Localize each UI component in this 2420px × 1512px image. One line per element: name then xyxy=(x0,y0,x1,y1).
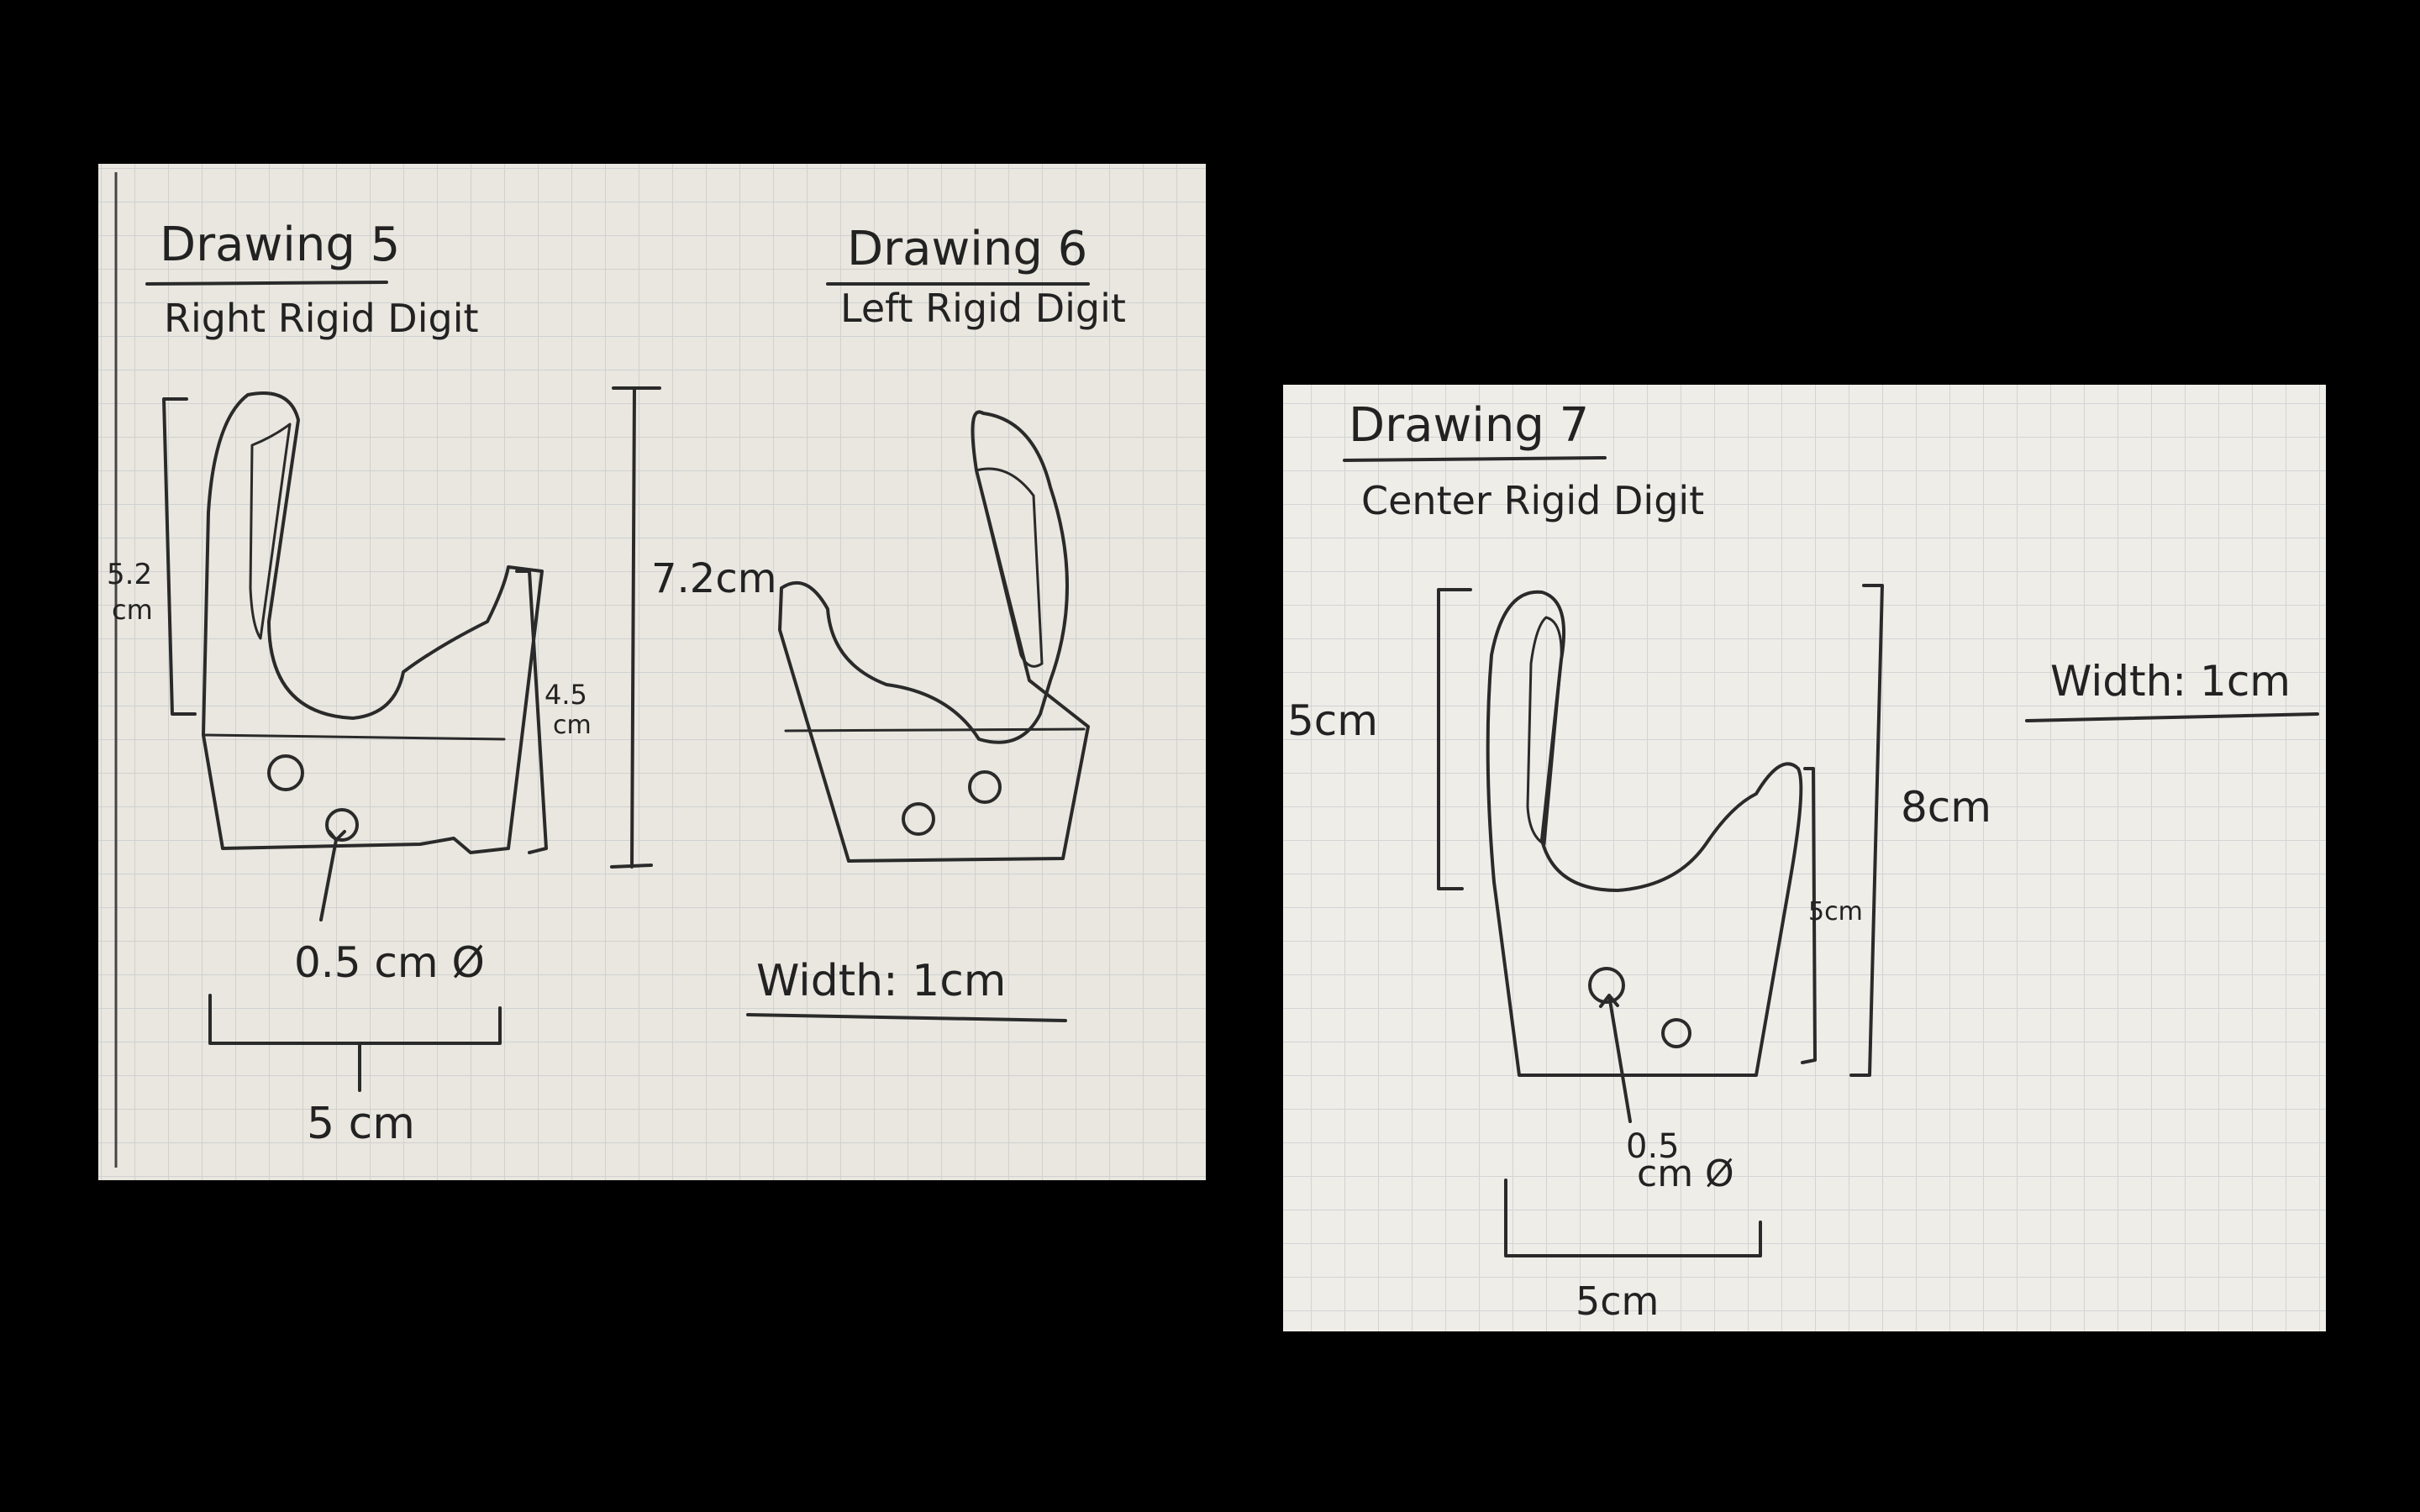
sheet-right: Drawing 7 Center Rigid Digit 5cm 8cm 5cm… xyxy=(1283,385,2326,1331)
dim-bracket-width-7 xyxy=(1504,1179,1762,1257)
drawing-5-title-underline xyxy=(145,281,388,286)
right-rigid-digit-hole-a xyxy=(267,754,304,791)
dim-bracket-height-7 xyxy=(1849,584,1884,1077)
thickness-label-6: Width: 1cm xyxy=(756,956,1006,1006)
drawing-6-subtitle: Left Rigid Digit xyxy=(840,286,1126,331)
dim-bracket-finger-5 xyxy=(162,397,197,716)
drawing-7-title: Drawing 7 xyxy=(1349,398,1589,453)
left-rigid-digit-base-line xyxy=(784,727,1086,732)
hole-label-5: 0.5 cm Ø xyxy=(294,938,485,987)
hole-label-7-line1: 0.5 xyxy=(1626,1127,1680,1166)
center-rigid-digit-hole-a xyxy=(1588,967,1625,1004)
center-rigid-digit-outline xyxy=(1486,590,1803,1077)
grid-right xyxy=(1283,385,2326,1331)
left-rigid-digit-hole-b xyxy=(902,802,935,836)
dim-finger-5-value: 5.2 xyxy=(107,558,152,591)
dim-width-5-label: 5 cm xyxy=(307,1099,415,1149)
dim-thumb-7-label: 5cm xyxy=(1808,897,1863,927)
grid-left xyxy=(98,164,1206,1180)
left-rigid-digit-pad xyxy=(975,467,1044,668)
left-rigid-digit-outline xyxy=(778,410,1090,863)
right-rigid-digit-pad xyxy=(249,423,292,640)
drawing-6: Drawing 6 Left Rigid Digit Width: 1cm xyxy=(746,222,1126,1022)
drawing-7-title-underline xyxy=(1343,456,1607,462)
center-rigid-digit-pad xyxy=(1526,616,1563,846)
dim-bracket-width-5 xyxy=(208,994,502,1092)
right-rigid-digit-hole-b xyxy=(325,808,359,842)
hole-label-7-line2: cm Ø xyxy=(1637,1152,1734,1195)
drawing-7: Drawing 7 Center Rigid Digit 5cm 8cm 5cm… xyxy=(1287,398,2319,1324)
dim-thumb-5-value: 4.5 xyxy=(544,679,587,711)
dim-bracket-thumb-5 xyxy=(515,570,548,854)
drawing-5-title: Drawing 5 xyxy=(160,218,400,272)
right-rigid-digit-base-line xyxy=(204,733,506,741)
center-rigid-digit-hole-b xyxy=(1661,1018,1691,1048)
thickness-label-7: Width: 1cm xyxy=(2050,657,2291,706)
right-rigid-digit-outline xyxy=(202,391,544,854)
dim-width-7-label: 5cm xyxy=(1576,1278,1659,1324)
left-rigid-digit-hole-a xyxy=(968,770,1002,804)
sheet-left: Drawing 5 Right Rigid Digit 5.2 cm 4.5 c… xyxy=(98,164,1206,1180)
dim-finger-5-unit: cm xyxy=(112,594,153,626)
drawing-7-subtitle: Center Rigid Digit xyxy=(1361,478,1704,523)
thickness-underline-7 xyxy=(2025,712,2319,722)
dim-height-5-label: 7.2cm xyxy=(651,555,776,602)
dim-thumb-5-unit: cm xyxy=(553,711,592,740)
drawing-5-subtitle: Right Rigid Digit xyxy=(164,296,479,341)
drawing-6-title: Drawing 6 xyxy=(847,222,1087,276)
dim-finger-7-label: 5cm xyxy=(1287,696,1378,745)
dim-bracket-finger-7 xyxy=(1437,588,1472,890)
drawing-5: Drawing 5 Right Rigid Digit 5.2 cm 4.5 c… xyxy=(107,218,776,1149)
dim-bracket-height-5 xyxy=(610,386,661,869)
thickness-underline-6 xyxy=(746,1013,1067,1022)
dim-bracket-thumb-7 xyxy=(1801,767,1817,1064)
hole-leader-5 xyxy=(319,830,346,921)
hole-leader-7 xyxy=(1599,994,1632,1123)
dim-height-7-label: 8cm xyxy=(1901,783,1991,832)
